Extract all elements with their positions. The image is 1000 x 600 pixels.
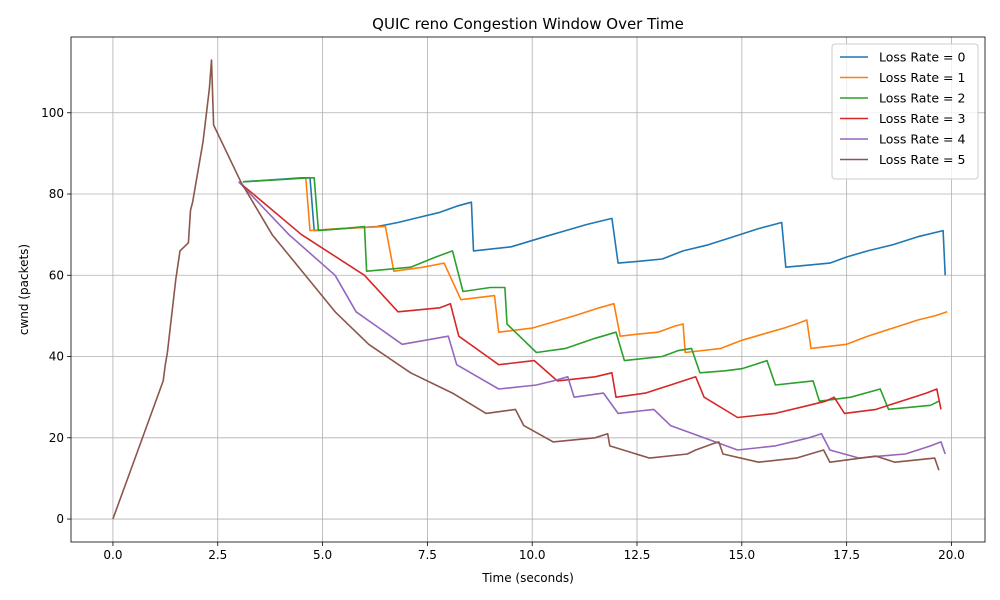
x-axis-label: Time (seconds) bbox=[481, 571, 574, 585]
y-tick-label: 0 bbox=[56, 512, 64, 526]
y-tick-label: 40 bbox=[49, 350, 64, 364]
x-tick-label: 7.5 bbox=[418, 548, 437, 562]
legend-label: Loss Rate = 5 bbox=[879, 152, 965, 167]
y-tick-label: 80 bbox=[49, 187, 64, 201]
legend-label: Loss Rate = 2 bbox=[879, 91, 965, 106]
legend-label: Loss Rate = 1 bbox=[879, 70, 965, 85]
x-tick-label: 0.0 bbox=[103, 548, 122, 562]
legend-label: Loss Rate = 0 bbox=[879, 50, 965, 65]
y-tick-label: 60 bbox=[49, 268, 64, 282]
series-line-loss-rate-1 bbox=[305, 177, 948, 354]
series-line-loss-rate-0 bbox=[242, 177, 946, 276]
x-tick-label: 15.0 bbox=[728, 548, 755, 562]
y-axis-label: cwnd (packets) bbox=[17, 244, 31, 335]
legend: Loss Rate = 0 Loss Rate = 1 Loss Rate = 2 L… bbox=[831, 43, 979, 180]
y-tick-label: 20 bbox=[49, 431, 64, 445]
series-line-loss-rate-2 bbox=[242, 177, 940, 411]
series-layer bbox=[112, 59, 948, 520]
y-tick-label: 100 bbox=[41, 106, 64, 120]
x-tick-label: 17.5 bbox=[833, 548, 860, 562]
legend-label: Loss Rate = 3 bbox=[879, 111, 965, 126]
x-tick-label: 10.0 bbox=[519, 548, 546, 562]
ticks: 0.0 2.5 5.0 7.5 10.0 12.5 15.0 17.5 20.0 0 20 40 60 8… bbox=[41, 106, 965, 562]
series-line-loss-rate-5 bbox=[112, 59, 940, 520]
x-tick-label: 5.0 bbox=[313, 548, 332, 562]
legend-label: Loss Rate = 4 bbox=[879, 132, 965, 147]
series-line-loss-rate-4 bbox=[238, 181, 946, 459]
x-tick-label: 20.0 bbox=[938, 548, 965, 562]
x-tick-label: 2.5 bbox=[208, 548, 227, 562]
series-line-loss-rate-3 bbox=[238, 181, 942, 419]
x-tick-label: 12.5 bbox=[624, 548, 651, 562]
chart-title: QUIC reno Congestion Window Over Time bbox=[372, 15, 684, 33]
plot-frame bbox=[70, 36, 986, 543]
legend-box bbox=[831, 43, 979, 180]
